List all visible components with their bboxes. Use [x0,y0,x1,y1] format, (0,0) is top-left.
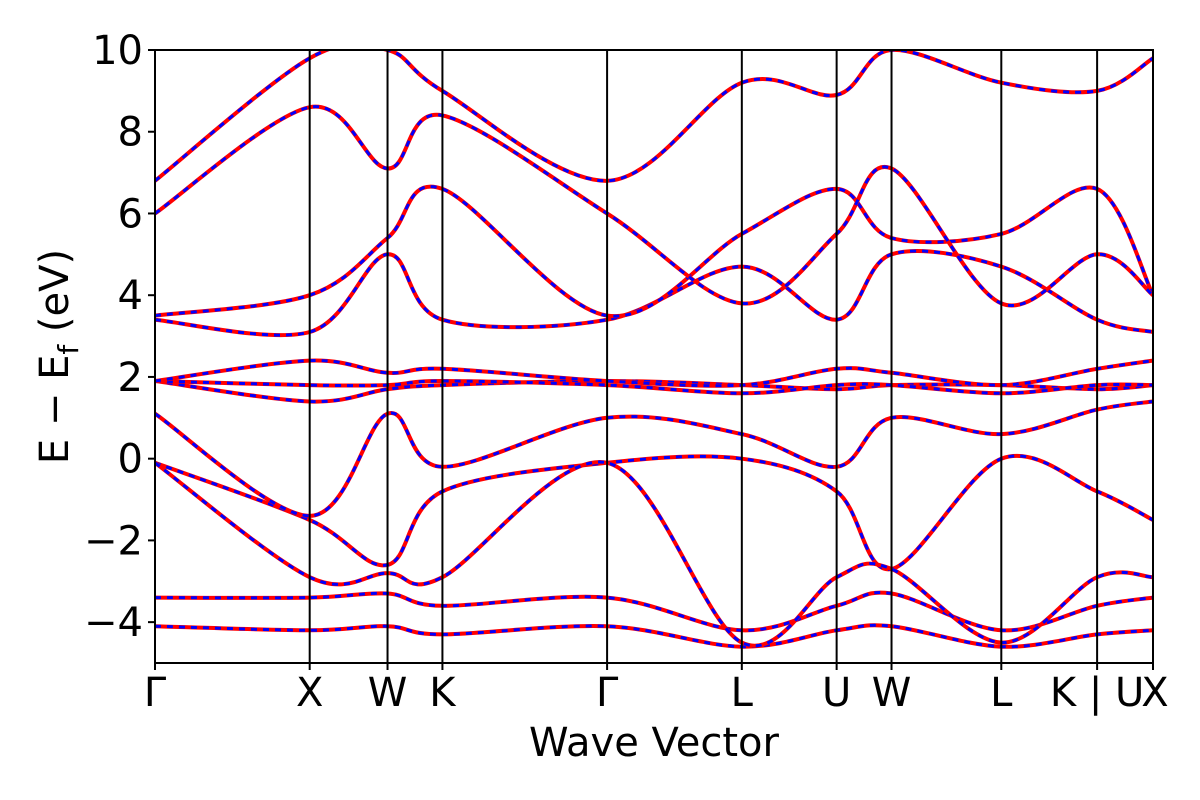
band-4-blue-line [155,460,1153,647]
y-tick-label-4: 4 [118,273,143,319]
band-12-blue-line [155,50,1153,183]
x-tick-label-2: W [368,670,408,716]
band-11-red-line [155,104,1153,308]
x-tick-label-8: L [990,670,1013,716]
x-axis-title: Wave Vector [529,720,780,766]
band-3-blue-line [155,454,1153,571]
band-10-red-line [155,184,1153,319]
y-axis-title-unit: (eV) [32,249,78,345]
axes-frame [154,49,1154,664]
band-3-red-line [155,453,1153,572]
band-2-blue-line [155,623,1153,649]
y-axis-title-main: E − E [32,355,78,465]
x-tick-label-4: Γ [596,670,619,716]
x-tick-label-10: X [1141,670,1168,716]
band-1-red-line [155,590,1153,633]
band-1-blue-line [155,591,1153,632]
y-tick-label-3: 2 [118,355,143,401]
band-10-blue-line [155,185,1153,318]
y-tick-label-5: 6 [118,191,143,237]
x-tick-label-1: X [296,670,323,716]
band-4-red-line [155,460,1153,648]
y-tick-label-1: −2 [84,518,143,564]
y-tick-label-0: −4 [84,600,143,646]
y-tick-label-2: 0 [118,437,143,483]
x-tick-label-3: K [429,670,457,716]
y-tick-label-7: 10 [92,28,143,74]
x-tick-label-0: Γ [144,670,167,716]
x-tick-label-9: K | U [1050,670,1144,716]
x-tick-label-5: L [731,670,754,716]
band-8-blue-line [155,359,1153,388]
high-symmetry-lines [308,50,1099,663]
band-7-blue-line [155,379,1153,395]
x-tick-label-7: W [872,670,912,716]
y-tick-label-6: 8 [118,110,143,156]
band-8-red-line [155,358,1153,388]
y-axis-title-subscript: f [52,344,85,355]
band-9-blue-line [155,249,1153,337]
y-axis-title: E − Ef (eV) [32,249,85,464]
plot-frame [154,49,1154,664]
band-11-blue-line [155,105,1153,307]
x-tick-label-6: U [822,670,851,716]
plot-area [155,50,1153,649]
band-9-red-line [155,248,1153,338]
